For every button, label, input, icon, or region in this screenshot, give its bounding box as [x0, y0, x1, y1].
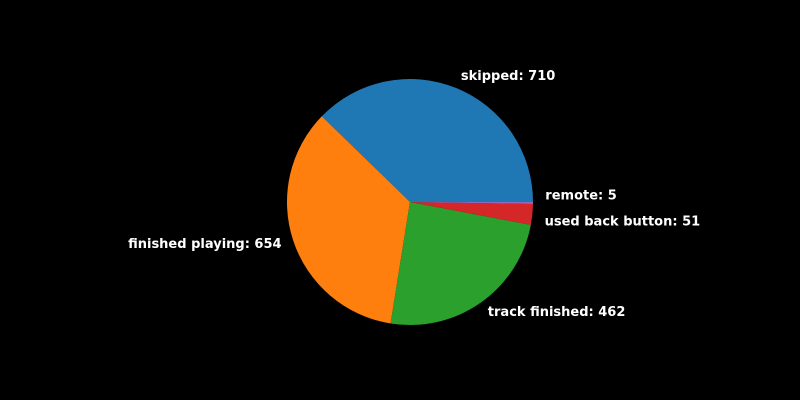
pie-slice-finished-playing — [286, 116, 410, 324]
pie-slices — [286, 79, 533, 326]
pie-label-skipped: skipped: 710 — [461, 69, 555, 84]
pie-label-finished-playing: finished playing: 654 — [128, 237, 281, 252]
pie-labels: skipped: 710 finished playing: 654 track f… — [128, 69, 700, 320]
pie-slice-remote — [410, 202, 533, 205]
pie-slice-track-finished — [390, 202, 531, 326]
pie-label-used-back-button: used back button: 51 — [545, 214, 701, 229]
pie-slice-skipped — [321, 79, 533, 202]
pie-label-remote: remote: 5 — [545, 189, 617, 204]
pie-slice-used-back-button — [410, 202, 533, 225]
pie-label-track-finished: track finished: 462 — [488, 305, 626, 320]
